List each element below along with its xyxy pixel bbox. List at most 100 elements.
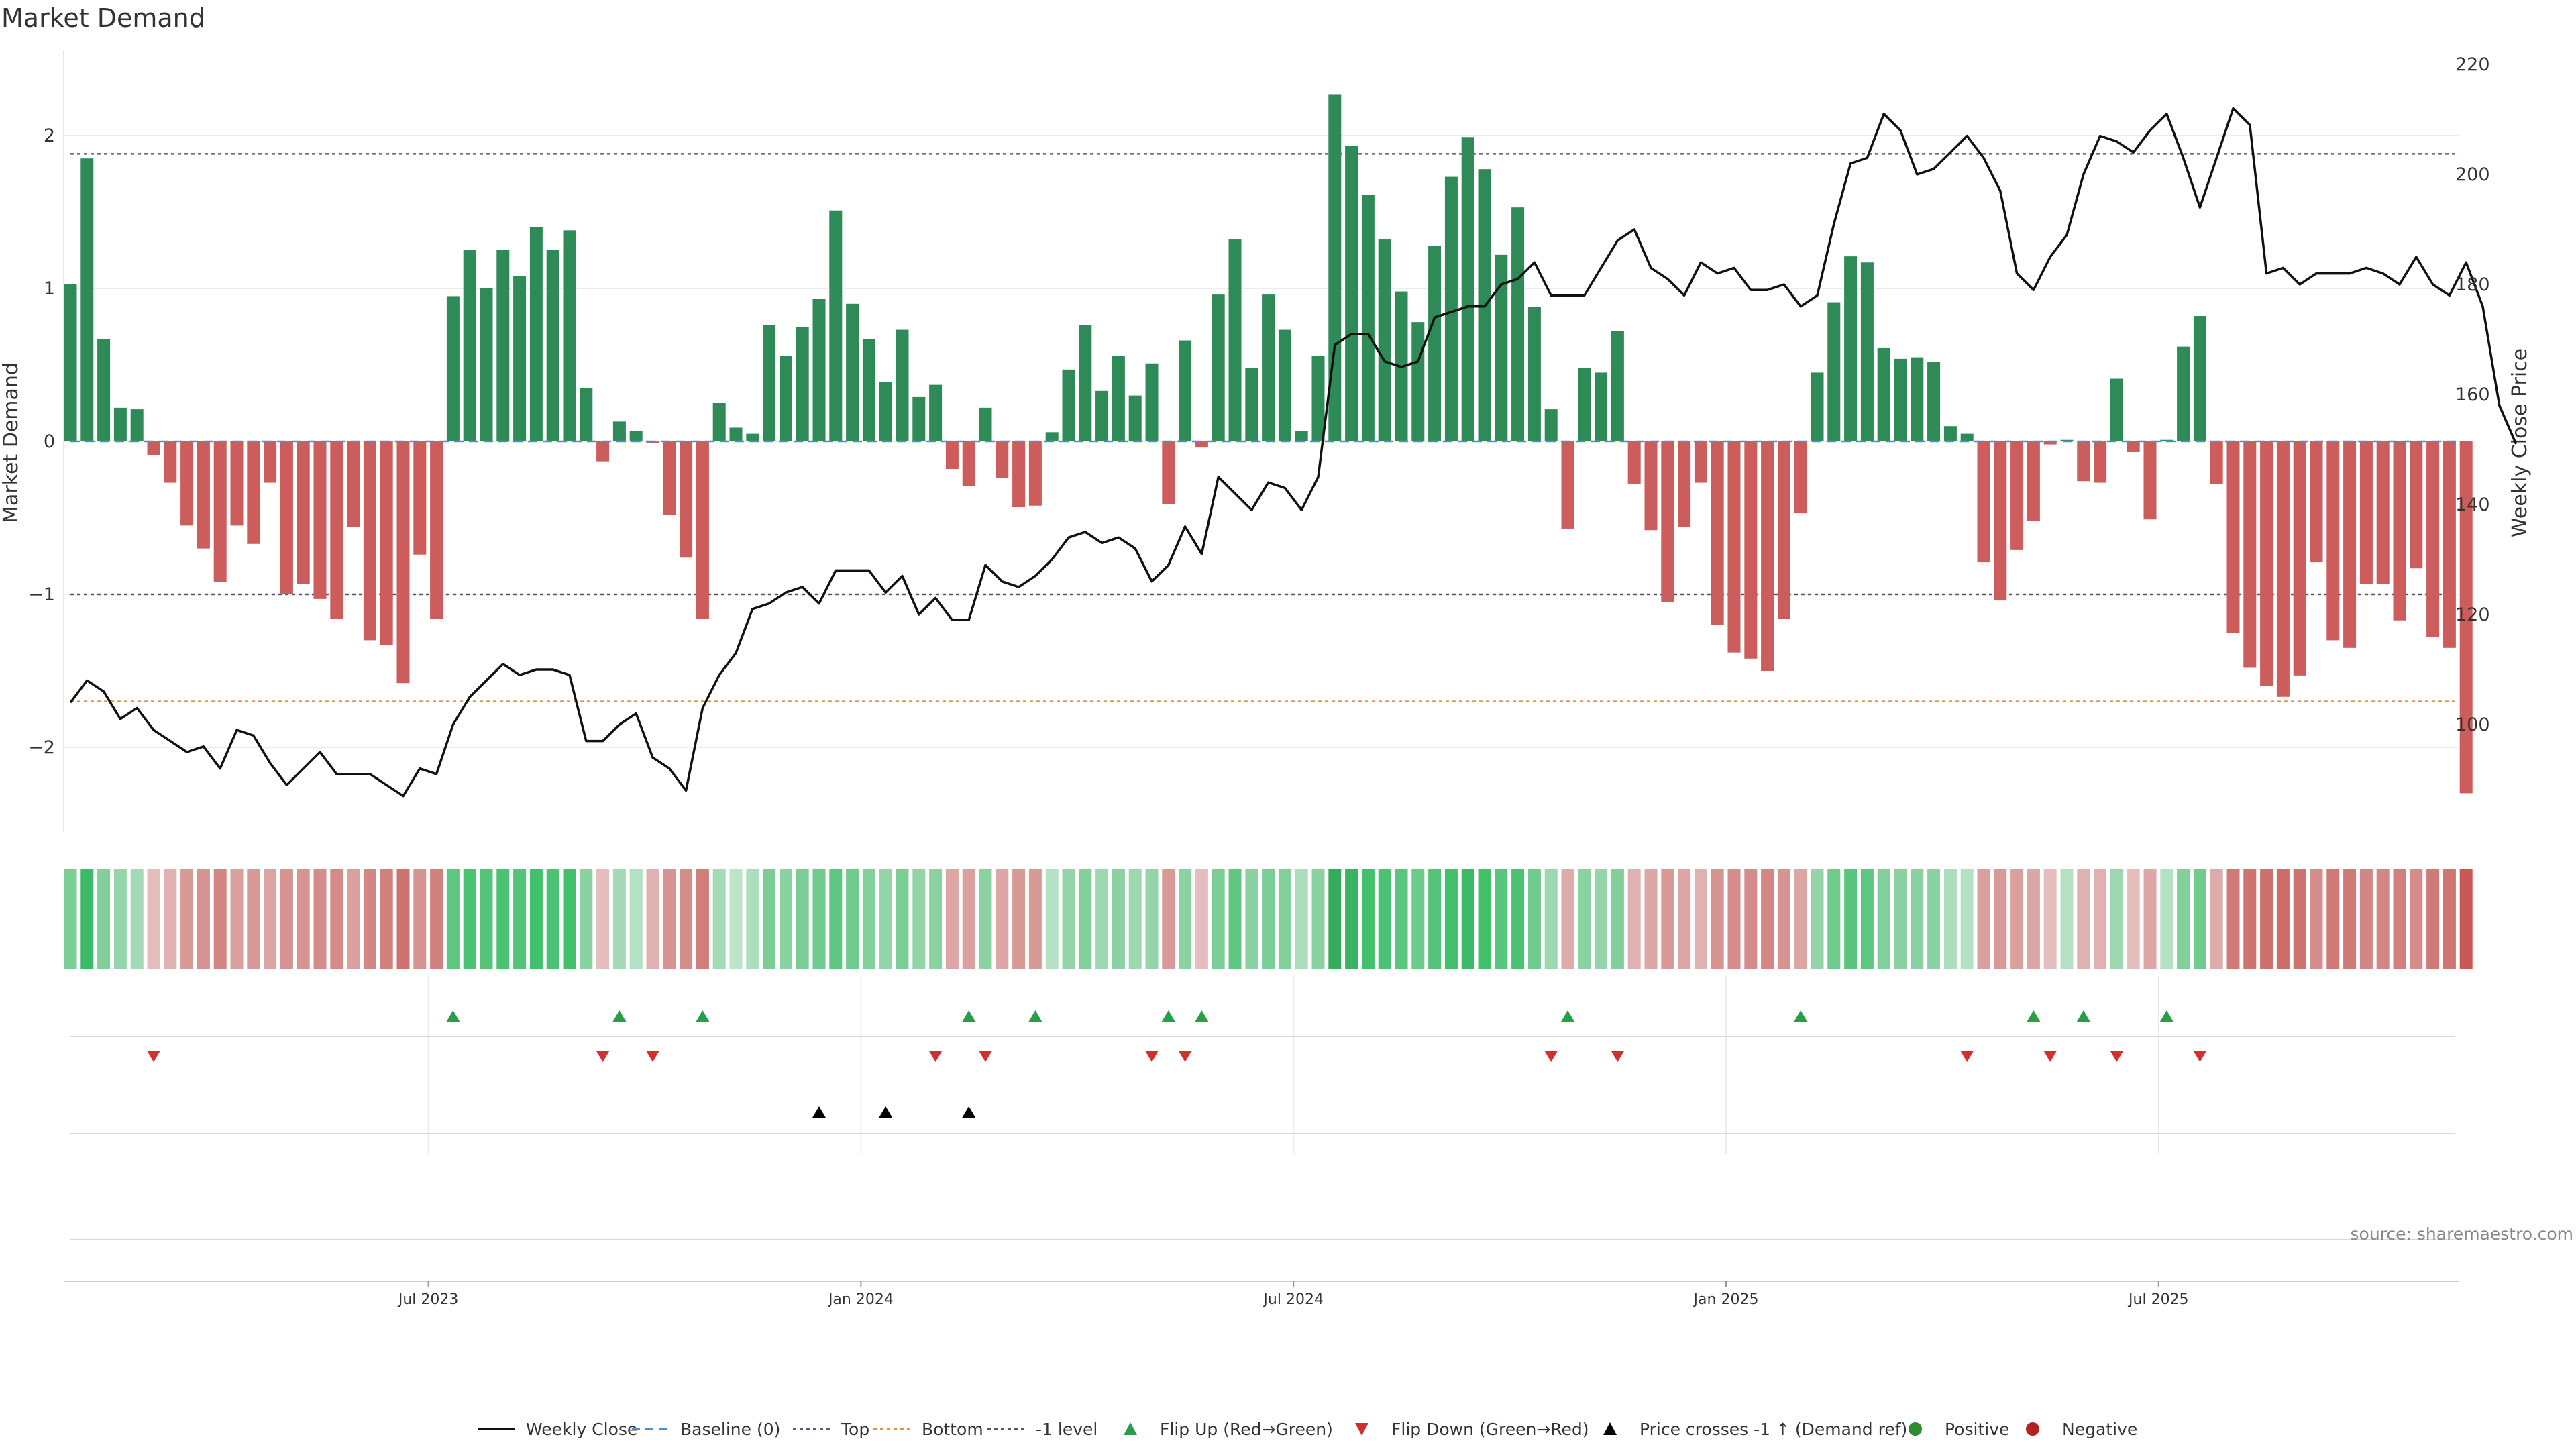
- legend-label: Baseline (0): [680, 1419, 780, 1439]
- flip-down-marker: [1544, 1051, 1558, 1062]
- heat-cell: [1761, 869, 1774, 969]
- heat-cell: [1345, 869, 1358, 969]
- demand-bar: [1595, 372, 1608, 441]
- heat-cell: [2359, 869, 2373, 969]
- heat-cell: [1079, 869, 1092, 969]
- demand-bar: [1678, 441, 1691, 527]
- demand-bar: [2127, 441, 2140, 452]
- heat-cell: [2393, 869, 2406, 969]
- demand-bar: [1128, 395, 1142, 441]
- demand-bar: [2459, 441, 2473, 794]
- heat-cell: [1678, 869, 1691, 969]
- reference-lines: [70, 153, 2459, 702]
- demand-bar: [746, 433, 759, 441]
- demand-bar: [513, 276, 527, 441]
- demand-bar: [962, 441, 975, 486]
- demand-bar: [1062, 369, 1075, 441]
- demand-bar: [230, 441, 244, 526]
- legend-item: Top: [793, 1419, 869, 1439]
- demand-bar: [2094, 441, 2107, 483]
- legend-label: Weekly Close: [526, 1419, 637, 1439]
- heat-cell: [879, 869, 892, 969]
- heat-cell: [1428, 869, 1442, 969]
- demand-bar: [2210, 441, 2223, 484]
- demand-bar: [180, 441, 194, 526]
- heat-cell: [796, 869, 809, 969]
- legend-item: Flip Up (Red→Green): [1124, 1419, 1333, 1439]
- demand-bar: [1527, 307, 1541, 441]
- demand-bar: [796, 327, 809, 441]
- heat-cell: [529, 869, 543, 969]
- heat-cell: [213, 869, 227, 969]
- demand-bar: [164, 441, 177, 483]
- demand-bar: [929, 384, 943, 441]
- heat-cell: [712, 869, 726, 969]
- demand-bar: [1328, 94, 1342, 441]
- heat-cell: [580, 869, 593, 969]
- flip-up-marker: [1161, 1010, 1175, 1022]
- legend-label: Top: [841, 1419, 869, 1439]
- demand-bar: [330, 441, 343, 619]
- heat-cell: [2160, 869, 2174, 969]
- demand-bar: [1228, 239, 1242, 441]
- heat-cell: [347, 869, 360, 969]
- demand-bar: [2276, 441, 2290, 697]
- flip-up-marker: [1794, 1010, 1808, 1022]
- demand-bar: [1844, 256, 1858, 441]
- demand-bar: [1960, 433, 1974, 441]
- heat-cell: [2310, 869, 2323, 969]
- heat-cell: [1062, 869, 1075, 969]
- heat-cell: [2193, 869, 2206, 969]
- demand-bar: [862, 339, 875, 441]
- legend-label: Negative: [2062, 1419, 2137, 1439]
- heat-cell: [2459, 869, 2473, 969]
- demand-bar: [1095, 390, 1109, 441]
- heat-cell: [1311, 869, 1325, 969]
- demand-bar: [696, 441, 709, 619]
- heat-cell: [1561, 869, 1574, 969]
- demand-bar: [846, 303, 859, 441]
- heat-cell: [979, 869, 992, 969]
- demand-bar: [1162, 441, 1175, 504]
- heat-cell: [2127, 869, 2140, 969]
- heat-cell: [1894, 869, 1907, 969]
- demand-bar: [213, 441, 227, 582]
- demand-bar: [64, 284, 77, 441]
- heat-strip: [64, 869, 2473, 969]
- heat-cell: [779, 869, 792, 969]
- heat-cell: [663, 869, 676, 969]
- heat-cell: [2077, 869, 2090, 969]
- event-panels: [70, 1010, 2455, 1240]
- demand-bar: [1894, 358, 1907, 441]
- demand-bar: [2193, 316, 2206, 441]
- flip-down-marker: [596, 1051, 610, 1062]
- price-cross-marker: [812, 1106, 826, 1118]
- heat-cell: [1495, 869, 1508, 969]
- demand-bar: [1627, 441, 1641, 484]
- demand-bar: [1195, 441, 1208, 448]
- y-right-tick: 160: [2455, 384, 2490, 405]
- demand-bar: [1578, 368, 1591, 441]
- heat-cell: [646, 869, 659, 969]
- demand-bar: [663, 441, 676, 515]
- flip-up-marker: [2159, 1010, 2174, 1022]
- heat-cell: [363, 869, 376, 969]
- date-tick-label: Jul 2024: [1262, 1291, 1324, 1308]
- demand-bar: [1112, 356, 1125, 441]
- demand-bar: [612, 421, 626, 441]
- chart-title: Market Demand: [1, 3, 205, 33]
- heat-cell: [1811, 869, 1824, 969]
- demand-bar: [430, 441, 443, 619]
- heat-cell: [2410, 869, 2423, 969]
- flip-up-marker: [1561, 1010, 1574, 1022]
- weekly-close-line: [69, 107, 2518, 798]
- heat-cell: [812, 869, 826, 969]
- demand-bar: [1661, 441, 1674, 602]
- demand-bar: [247, 441, 260, 544]
- heat-cell: [2243, 869, 2257, 969]
- demand-bar: [1827, 302, 1841, 441]
- heat-cell: [1927, 869, 1941, 969]
- y-left-ticks: 2 1 0 −1 −2: [28, 125, 55, 758]
- heat-cell: [546, 869, 559, 969]
- flip-down-marker: [1960, 1051, 1974, 1062]
